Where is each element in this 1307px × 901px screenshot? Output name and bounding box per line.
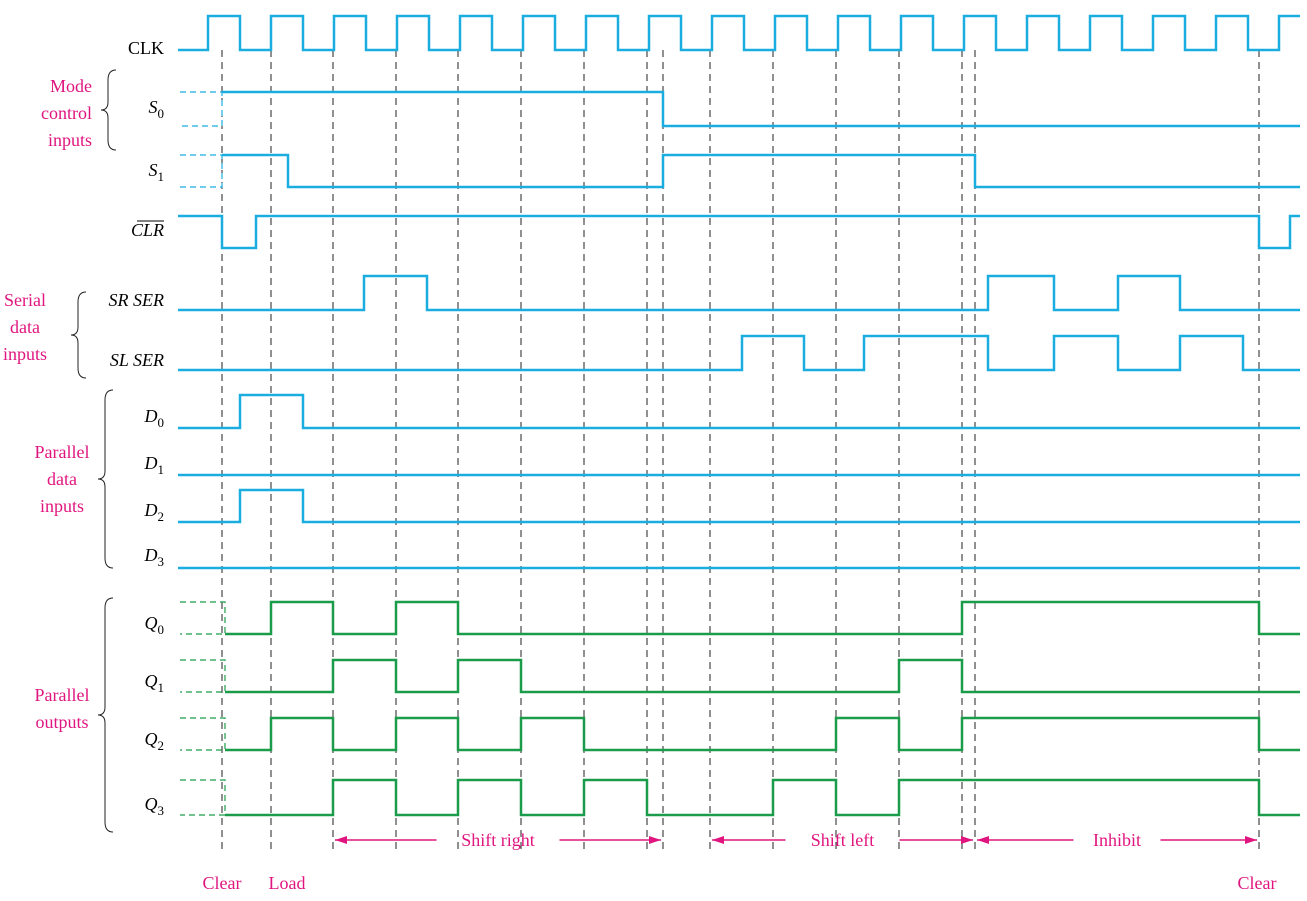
signal-sub: 2 <box>158 509 165 524</box>
q3-wave <box>225 778 1300 817</box>
signal-name: S <box>149 160 158 180</box>
signal-label: D0 <box>144 406 165 430</box>
signal-sub: 0 <box>158 415 165 430</box>
clr-wave <box>178 214 1300 250</box>
group-label: inputs <box>40 496 84 516</box>
arrowhead <box>335 836 347 844</box>
brace <box>97 389 114 569</box>
event-label: Load <box>269 873 306 893</box>
event-label: Clear <box>1238 873 1277 893</box>
group-label: control <box>41 103 92 123</box>
arrowhead <box>961 836 973 844</box>
signal-sub: 1 <box>158 680 165 695</box>
unknown-stub <box>180 717 226 751</box>
signal-name: Q <box>145 729 158 749</box>
s0-wave <box>222 90 1300 128</box>
arrowhead <box>712 836 724 844</box>
signal-label: Q1 <box>145 671 165 695</box>
group-label: inputs <box>3 344 47 364</box>
signal-label: S0 <box>149 97 165 121</box>
srser-wave <box>178 274 1300 312</box>
signal-name: D <box>144 500 158 520</box>
signal-label: SR SER <box>109 290 165 310</box>
group-label: data <box>10 317 40 337</box>
signal-label: SL SER <box>110 350 164 370</box>
unknown-stub <box>180 91 223 127</box>
signal-name: Q <box>145 794 158 814</box>
s1-wave <box>222 153 1300 189</box>
signal-sub: 1 <box>158 169 165 184</box>
signal-name: D <box>144 453 158 473</box>
unknown-stub <box>180 154 223 188</box>
unknown-stub <box>180 601 226 635</box>
brace <box>97 597 114 833</box>
signal-name: D <box>144 406 158 426</box>
brace <box>100 69 117 151</box>
interval-label: Shift right <box>461 830 535 850</box>
group-label: Serial <box>4 290 46 310</box>
signal-name: CLR <box>131 220 164 240</box>
signal-label: D3 <box>144 545 165 569</box>
slser-wave <box>178 334 1300 372</box>
signal-name: SR SER <box>109 290 165 310</box>
signal-label: CLR <box>131 220 164 240</box>
event-label: Clear <box>203 873 242 893</box>
signal-sub: 1 <box>158 462 165 477</box>
signal-sub: 3 <box>158 803 165 818</box>
signal-sub: 2 <box>158 738 165 753</box>
signal-name: Q <box>145 671 158 691</box>
unknown-stub <box>180 779 226 816</box>
signal-name: SL SER <box>110 350 164 370</box>
interval-label: Shift left <box>811 830 875 850</box>
q1-wave <box>225 658 1300 694</box>
signal-name: D <box>144 545 158 565</box>
arrowhead <box>649 836 661 844</box>
signal-sub: 0 <box>158 106 165 121</box>
interval-label: Inhibit <box>1093 830 1141 850</box>
signal-label: D1 <box>144 453 165 477</box>
group-label: Mode <box>50 76 92 96</box>
group-label: Parallel <box>35 685 90 705</box>
group-label: outputs <box>35 712 88 732</box>
signal-label: Q3 <box>145 794 165 818</box>
d2-wave <box>178 488 1300 524</box>
signal-sub: 0 <box>158 622 165 637</box>
q0-wave <box>225 600 1300 636</box>
arrowhead <box>1245 836 1257 844</box>
signal-label: Q2 <box>145 729 165 753</box>
d0-wave <box>178 393 1300 430</box>
unknown-stub <box>180 659 226 693</box>
brace <box>70 291 87 379</box>
signal-sub: 3 <box>158 554 165 569</box>
signal-label: CLK <box>128 38 164 58</box>
signal-name: Q <box>145 613 158 633</box>
signal-label: Q0 <box>145 613 165 637</box>
signal-name: CLK <box>128 38 164 58</box>
clk-wave <box>178 14 1300 52</box>
arrowhead <box>977 836 989 844</box>
signal-name: S <box>149 97 158 117</box>
signal-label: S1 <box>149 160 165 184</box>
group-label: inputs <box>48 130 92 150</box>
group-label: Parallel <box>35 442 90 462</box>
signal-label: D2 <box>144 500 165 524</box>
q2-wave <box>225 716 1300 752</box>
group-label: data <box>47 469 77 489</box>
